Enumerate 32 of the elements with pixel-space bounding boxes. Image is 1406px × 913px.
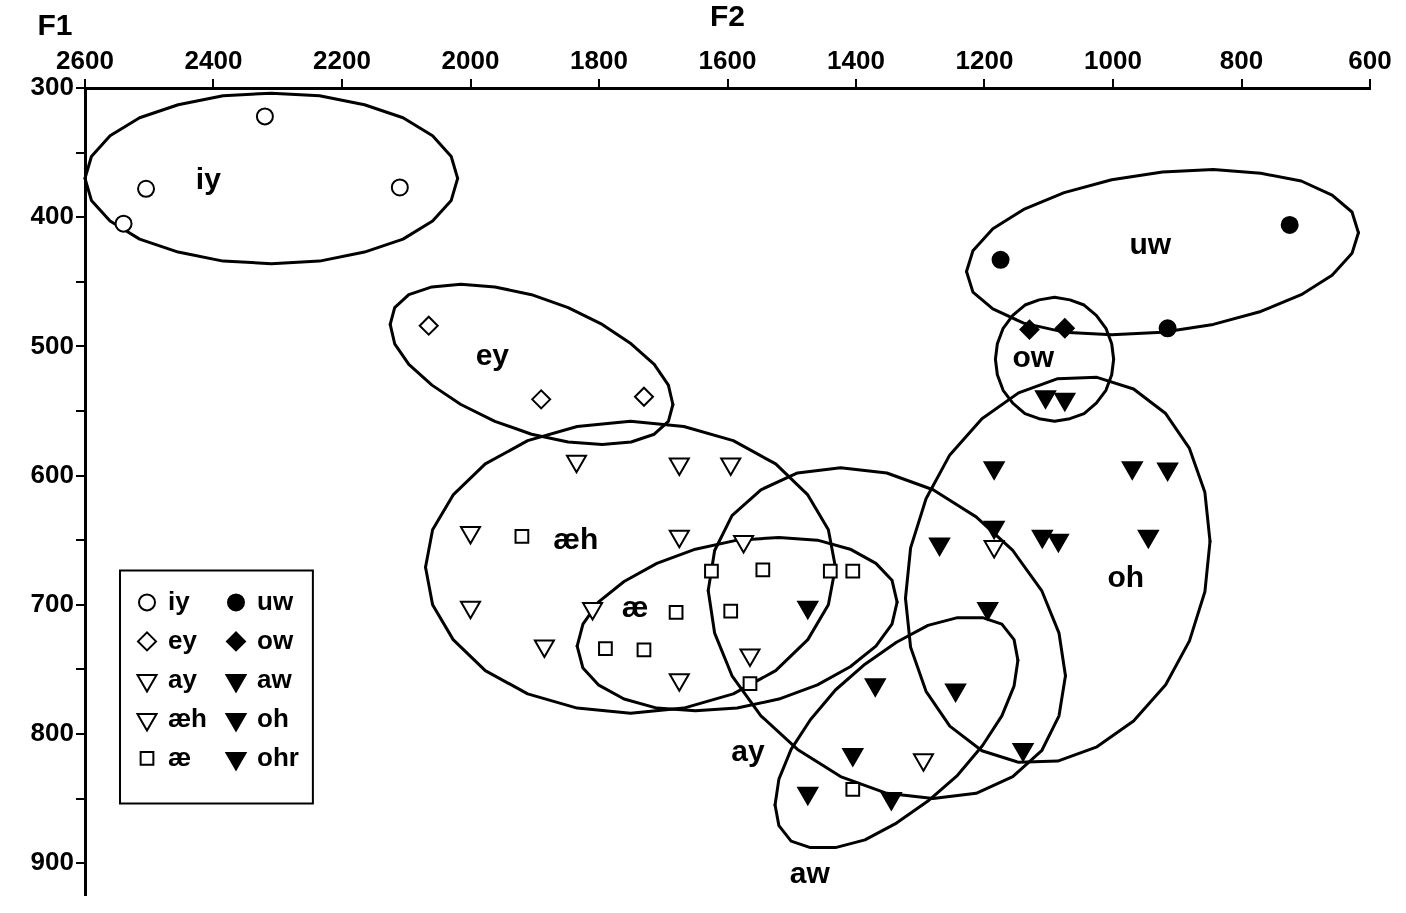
- x-axis-title: F2: [709, 0, 746, 33]
- x-tick-label: 1200: [955, 44, 1014, 75]
- legend-label: ow: [257, 624, 294, 655]
- x-tick-label: 600: [1348, 44, 1392, 75]
- x-tick-label: 1800: [570, 44, 628, 75]
- legend-label: uw: [257, 585, 294, 616]
- y-tick-label: 700: [30, 587, 74, 618]
- legend-label: ohr: [257, 741, 299, 772]
- annotation: æh: [553, 522, 599, 556]
- annotation: ay: [731, 733, 766, 767]
- y-tick-label: 800: [30, 717, 74, 748]
- x-tick-label: 2200: [313, 44, 371, 75]
- y-axis-title: F1: [37, 8, 73, 42]
- x-tick-label: 2000: [441, 44, 500, 75]
- x-tick-label: 1000: [1084, 44, 1142, 75]
- x-tick-label: 2400: [184, 44, 243, 75]
- legend-label: iy: [168, 585, 191, 616]
- legend-label: æ: [168, 741, 192, 772]
- x-tick-label: 800: [1219, 44, 1264, 75]
- annotation: aw: [789, 855, 831, 889]
- y-tick-label: 600: [30, 458, 74, 489]
- annotation: ow: [1012, 339, 1055, 373]
- legend-label: ay: [168, 663, 198, 694]
- y-tick-label: 500: [30, 329, 74, 360]
- x-tick-label: 1400: [827, 44, 885, 75]
- y-tick-label: 900: [30, 846, 74, 877]
- legend-label: æh: [168, 702, 207, 733]
- y-tick-label: 400: [30, 200, 74, 231]
- legend-label: oh: [257, 702, 289, 733]
- x-tick-label: 1600: [698, 44, 757, 75]
- legend-label: aw: [257, 663, 293, 694]
- legend-label: ey: [168, 624, 198, 655]
